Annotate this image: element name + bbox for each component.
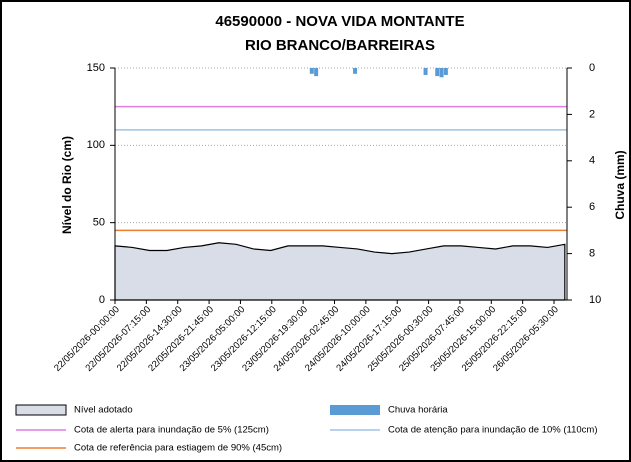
bar [439, 68, 444, 78]
legend-label: Cota de referência para estiagem de 90% … [74, 443, 282, 454]
bar [353, 68, 358, 74]
bar [309, 68, 314, 74]
chart-title: 46590000 - NOVA VIDA MONTANTE [215, 13, 464, 30]
bar [443, 68, 448, 75]
y-tick-label: 0 [99, 294, 105, 306]
y2-tick-label: 4 [589, 155, 595, 167]
y-axis-title: Nível do Rio (cm) [60, 136, 74, 234]
bar [423, 68, 428, 75]
y-tick-label: 50 [93, 217, 105, 229]
y2-tick-label: 10 [589, 294, 601, 306]
y2-tick-label: 2 [589, 108, 595, 120]
legend-label: Chuva horária [388, 405, 448, 416]
legend-label: Nível adotado [74, 405, 133, 416]
legend-label: Cota de atenção para inundação de 10% (1… [388, 425, 598, 436]
bar [314, 68, 319, 77]
y-tick-label: 150 [87, 62, 105, 74]
y2-tick-label: 8 [589, 248, 595, 260]
y2-axis-title: Chuva (mm) [613, 150, 627, 219]
area [114, 242, 566, 301]
y-tick-label: 100 [87, 139, 105, 151]
legend-swatch [15, 404, 67, 416]
bar [435, 68, 440, 77]
legend-swatch [330, 405, 380, 415]
legend-label: Cota de alerta para inundação de 5% (125… [74, 425, 269, 436]
y2-tick-label: 6 [589, 201, 595, 213]
chart-subtitle: RIO BRANCO/BARREIRAS [245, 37, 435, 54]
y2-tick-label: 0 [589, 62, 595, 74]
